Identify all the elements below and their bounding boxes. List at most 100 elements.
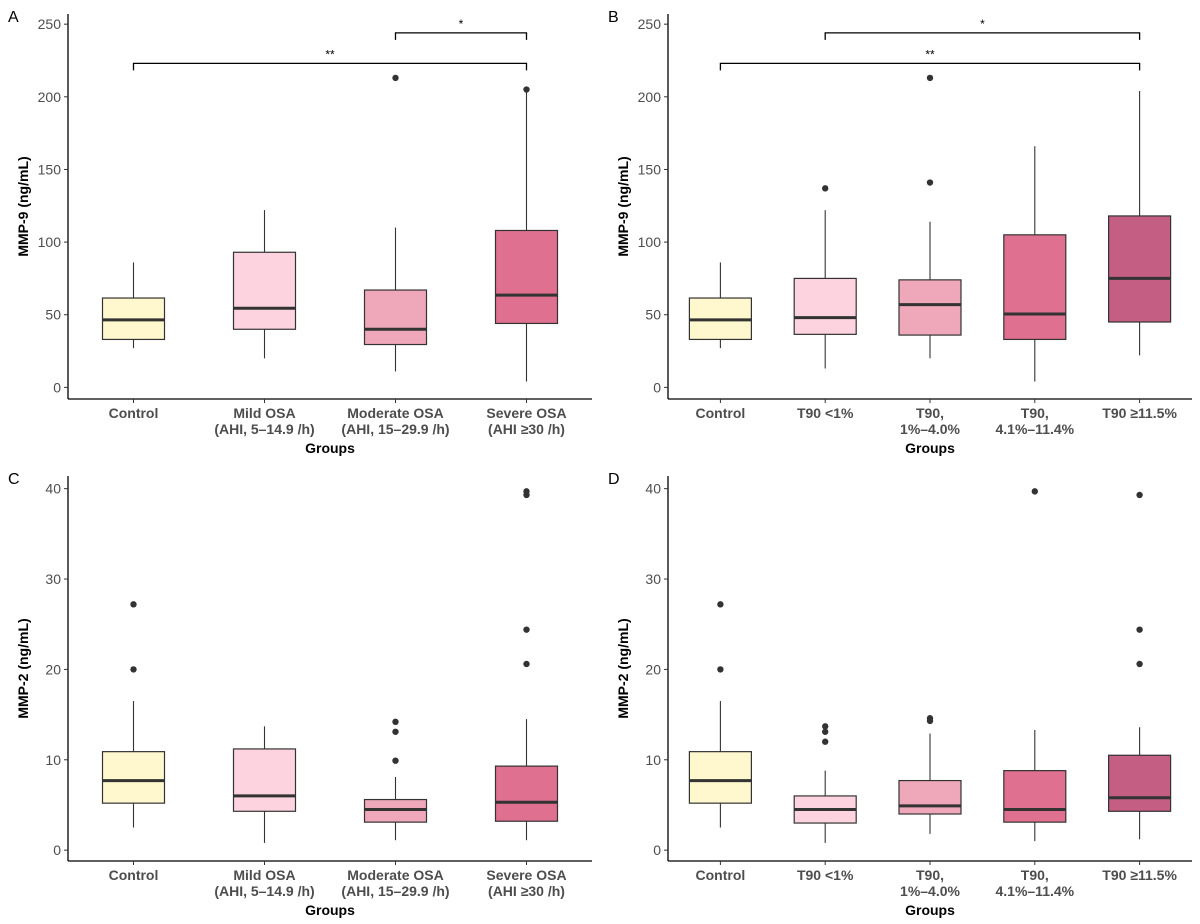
outlier-point — [822, 728, 829, 735]
x-tick-label: Mild OSA — [233, 867, 295, 883]
box-iqr — [898, 279, 962, 336]
x-tick-label: (AHI, 15–29.9 /h) — [341, 883, 449, 899]
box-iqr — [1108, 215, 1172, 323]
y-tick-label: 150 — [638, 161, 662, 177]
x-tick-label: T90, — [916, 867, 944, 883]
x-axis-title: Groups — [305, 902, 355, 918]
x-tick-label: 4.1%–11.4% — [995, 421, 1074, 437]
box-iqr — [898, 779, 962, 815]
box-iqr — [688, 751, 753, 804]
box-group — [1003, 488, 1067, 842]
outlier-point — [822, 185, 829, 192]
significance-bracket — [824, 32, 1141, 40]
outlier-point — [392, 757, 399, 764]
y-tick-label: 100 — [638, 234, 662, 250]
y-axis-title: MMP-9 (ng/mL) — [615, 156, 631, 256]
box-group — [793, 723, 857, 843]
x-tick-label: (AHI, 5–14.9 /h) — [214, 883, 314, 899]
x-axis-title: Groups — [905, 902, 955, 918]
x-tick-label: T90 <1% — [797, 405, 854, 421]
y-tick-label: 50 — [645, 307, 661, 323]
outlier-point — [392, 728, 399, 735]
outlier-point — [523, 488, 530, 495]
outlier-point — [926, 74, 934, 82]
outlier-point — [523, 660, 530, 668]
y-tick-label: 100 — [38, 234, 62, 250]
box-plot-svg: B 0 50 100 150 200 250 MMP-9 (ng/mL) Control T90 … — [608, 9, 1192, 456]
box-plot-svg: D 0 10 20 30 40 MMP-2 (ng/mL) Control T90 <1% T90… — [608, 471, 1192, 918]
box-iqr — [1003, 770, 1067, 823]
x-tick-label: T90, — [1021, 867, 1049, 883]
box-iqr — [793, 277, 857, 335]
outlier-point — [130, 666, 137, 673]
x-tick-label: 1%–4.0% — [900, 421, 960, 437]
x-tick-label: Mild OSA — [233, 405, 295, 421]
significance-label: * — [980, 17, 985, 31]
outlier-point — [926, 715, 934, 722]
box-group — [793, 185, 857, 369]
y-tick-label: 0 — [653, 842, 661, 858]
outlier-point — [717, 666, 724, 673]
significance-label: ** — [325, 47, 335, 61]
x-tick-label: T90, — [916, 405, 944, 421]
x-tick-label: Control — [696, 867, 746, 883]
box-group — [494, 86, 559, 382]
box-group — [101, 262, 166, 349]
outlier-point — [1136, 660, 1143, 668]
panel-b: B 0 50 100 150 200 250 MMP-9 (ng/mL) Control T90 … — [600, 0, 1200, 462]
box-group — [1003, 146, 1067, 382]
outlier-point — [717, 601, 724, 608]
panel-d: D 0 10 20 30 40 MMP-2 (ng/mL) Control T90 <1% T90… — [600, 462, 1200, 924]
box-group — [898, 715, 962, 834]
box-group — [363, 74, 428, 372]
box-group — [688, 601, 753, 828]
panel-a: A 0 50 100 150 200 250 MMP-9 (ng/mL) Control Mild… — [0, 0, 600, 462]
outlier-point — [1136, 626, 1143, 633]
box-iqr — [1108, 754, 1172, 812]
x-tick-label: Moderate OSA — [347, 867, 443, 883]
box-group — [232, 726, 297, 843]
box-iqr — [1003, 234, 1067, 341]
panel-label: C — [8, 471, 20, 488]
outlier-point — [822, 723, 829, 730]
outlier-point — [392, 74, 399, 82]
y-tick-label: 0 — [53, 842, 61, 858]
outlier-point — [130, 601, 137, 608]
y-tick-label: 40 — [645, 481, 661, 497]
box-iqr — [494, 229, 559, 325]
panel-label: B — [608, 9, 619, 26]
panel-label: D — [608, 471, 620, 488]
y-axis-title: MMP-2 (ng/mL) — [15, 618, 31, 718]
box-group — [688, 262, 753, 349]
box-plot-svg: A 0 50 100 150 200 250 MMP-9 (ng/mL) Control Mild… — [8, 9, 592, 456]
x-tick-label: (AHI, 15–29.9 /h) — [341, 421, 449, 437]
outlier-point — [926, 179, 934, 186]
y-tick-label: 30 — [645, 571, 661, 587]
x-tick-label: T90 ≥11.5% — [1102, 405, 1177, 421]
y-tick-label: 150 — [38, 161, 62, 177]
x-tick-label: T90 <1% — [797, 867, 854, 883]
outlier-point — [1136, 491, 1143, 499]
significance-bracket — [132, 62, 528, 71]
outlier-point — [392, 718, 399, 726]
box-group — [1108, 91, 1172, 356]
box-group — [101, 601, 166, 828]
x-tick-label: 4.1%–11.4% — [995, 883, 1074, 899]
y-tick-label: 30 — [45, 571, 61, 587]
x-tick-label: (AHI, 5–14.9 /h) — [214, 421, 314, 437]
significance-label: ** — [925, 47, 935, 61]
x-tick-label: Control — [696, 405, 746, 421]
significance-bracket — [719, 62, 1141, 71]
panel-c: C 0 10 20 30 40 MMP-2 (ng/mL) Control Mild OSA (A… — [0, 462, 600, 924]
y-tick-label: 200 — [38, 89, 62, 105]
box-group — [494, 488, 559, 841]
x-tick-label: Severe OSA — [486, 867, 566, 883]
x-tick-label: (AHI ≥30 /h) — [488, 883, 565, 899]
y-tick-label: 0 — [53, 379, 61, 395]
box-group — [898, 74, 962, 359]
y-tick-label: 50 — [45, 307, 61, 323]
y-axis-title: MMP-2 (ng/mL) — [615, 618, 631, 718]
box-iqr — [101, 751, 166, 804]
y-tick-label: 10 — [45, 752, 61, 768]
